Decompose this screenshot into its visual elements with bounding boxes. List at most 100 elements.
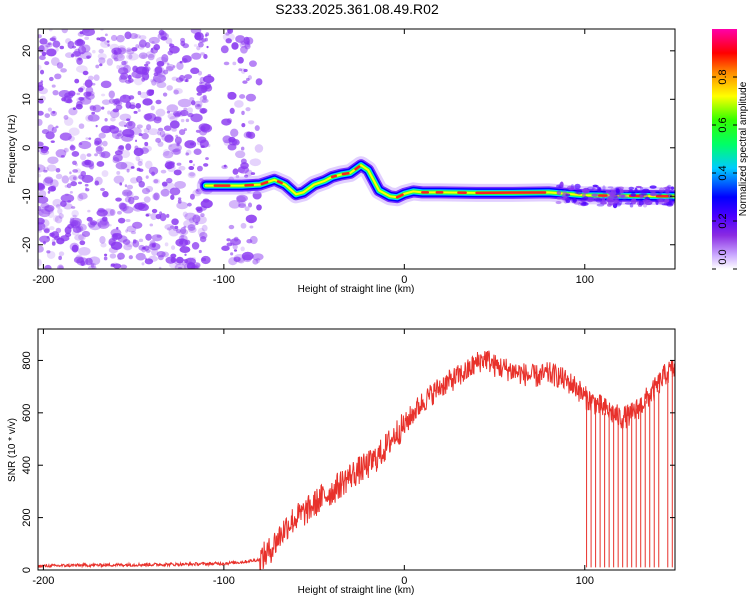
noise-speck bbox=[38, 205, 42, 212]
noise-speck bbox=[151, 171, 155, 177]
noise-speck bbox=[69, 242, 80, 252]
noise-speck bbox=[202, 94, 207, 100]
noise-speck bbox=[109, 208, 116, 216]
noise-speck bbox=[71, 209, 79, 218]
noise-speck bbox=[70, 181, 78, 187]
noise-speck bbox=[71, 206, 76, 209]
noise-speck bbox=[79, 142, 83, 146]
noise-speck bbox=[110, 228, 122, 237]
noise-speck bbox=[228, 224, 235, 230]
noise-speck bbox=[40, 202, 50, 209]
noise-speck bbox=[116, 65, 121, 70]
noise-speck bbox=[185, 118, 190, 123]
noise-speck bbox=[166, 213, 170, 218]
noise-speck bbox=[116, 133, 122, 137]
noise-speck bbox=[109, 43, 120, 51]
noise-speck bbox=[160, 188, 170, 197]
noise-speck bbox=[238, 68, 243, 72]
noise-speck bbox=[241, 110, 245, 116]
noise-speck bbox=[84, 36, 90, 41]
noise-speck bbox=[43, 228, 50, 234]
noise-speck bbox=[164, 223, 174, 231]
noise-speck bbox=[119, 129, 122, 133]
noise-speck bbox=[165, 160, 173, 165]
noise-speck bbox=[102, 190, 109, 198]
noise-speck bbox=[117, 53, 124, 59]
noise-speck bbox=[188, 226, 197, 234]
noise-speck bbox=[76, 92, 81, 96]
noise-speck bbox=[94, 176, 103, 186]
noise-speck bbox=[52, 40, 61, 48]
noise-speck bbox=[102, 208, 115, 217]
noise-speck bbox=[228, 200, 241, 209]
noise-speck bbox=[40, 69, 45, 75]
noise-speck bbox=[160, 30, 167, 39]
spectrogram-y-tick-label: 0 bbox=[21, 145, 33, 151]
noise-speck bbox=[226, 238, 231, 242]
noise-speck bbox=[121, 189, 133, 197]
noise-speck bbox=[239, 94, 246, 99]
noise-speck bbox=[117, 235, 128, 243]
noise-speck bbox=[47, 124, 54, 132]
trace-speck bbox=[583, 196, 589, 201]
noise-speck bbox=[85, 188, 90, 192]
trace-speck bbox=[574, 190, 579, 195]
noise-speck bbox=[52, 89, 59, 96]
noise-speck bbox=[125, 218, 131, 223]
noise-speck bbox=[98, 132, 106, 139]
noise-speck bbox=[70, 221, 77, 227]
noise-speck bbox=[76, 101, 83, 108]
noise-speck bbox=[67, 40, 75, 49]
noise-speck bbox=[112, 98, 120, 104]
noise-speck bbox=[45, 42, 51, 48]
noise-speck bbox=[108, 238, 116, 246]
noise-speck bbox=[51, 126, 57, 134]
noise-speck bbox=[75, 163, 78, 167]
noise-speck bbox=[55, 173, 63, 180]
noise-speck bbox=[146, 89, 154, 97]
noise-speck bbox=[151, 248, 159, 256]
trace-speck bbox=[624, 202, 633, 205]
noise-speck bbox=[148, 166, 159, 175]
noise-speck bbox=[235, 35, 246, 43]
noise-speck bbox=[87, 209, 91, 213]
noise-speck bbox=[163, 69, 169, 75]
trace-speck bbox=[665, 186, 671, 191]
noise-speck bbox=[140, 147, 149, 154]
noise-speck bbox=[126, 49, 135, 55]
trace-peak bbox=[330, 174, 337, 179]
noise-speck bbox=[86, 216, 93, 222]
noise-speck bbox=[38, 245, 44, 253]
noise-speck bbox=[109, 253, 117, 259]
noise-speck bbox=[51, 57, 60, 66]
noise-speck bbox=[175, 134, 179, 138]
noise-speck bbox=[81, 29, 95, 37]
noise-speck bbox=[153, 179, 159, 184]
noise-speck bbox=[200, 85, 207, 92]
trace-speck bbox=[555, 201, 562, 205]
noise-speck bbox=[126, 52, 139, 61]
trace-speck bbox=[634, 187, 638, 194]
trace-speck bbox=[562, 189, 567, 195]
noise-speck bbox=[59, 132, 72, 141]
noise-speck bbox=[240, 222, 247, 229]
noise-speck bbox=[166, 64, 175, 71]
noise-speck bbox=[180, 238, 185, 242]
noise-speck bbox=[143, 196, 151, 203]
noise-speck bbox=[78, 39, 82, 43]
noise-speck bbox=[44, 264, 52, 269]
noise-speck bbox=[191, 265, 196, 269]
noise-speck bbox=[107, 110, 111, 115]
noise-speck bbox=[117, 252, 125, 260]
noise-speck bbox=[129, 104, 136, 110]
noise-speck bbox=[52, 111, 56, 114]
noise-speck bbox=[98, 48, 104, 54]
trace-speck bbox=[619, 189, 624, 194]
trace-speck bbox=[614, 199, 620, 204]
noise-speck bbox=[170, 245, 176, 250]
noise-speck bbox=[164, 161, 175, 169]
noise-speck bbox=[97, 220, 110, 229]
noise-speck bbox=[192, 214, 201, 223]
noise-speck bbox=[131, 70, 144, 79]
noise-speck bbox=[110, 34, 118, 42]
